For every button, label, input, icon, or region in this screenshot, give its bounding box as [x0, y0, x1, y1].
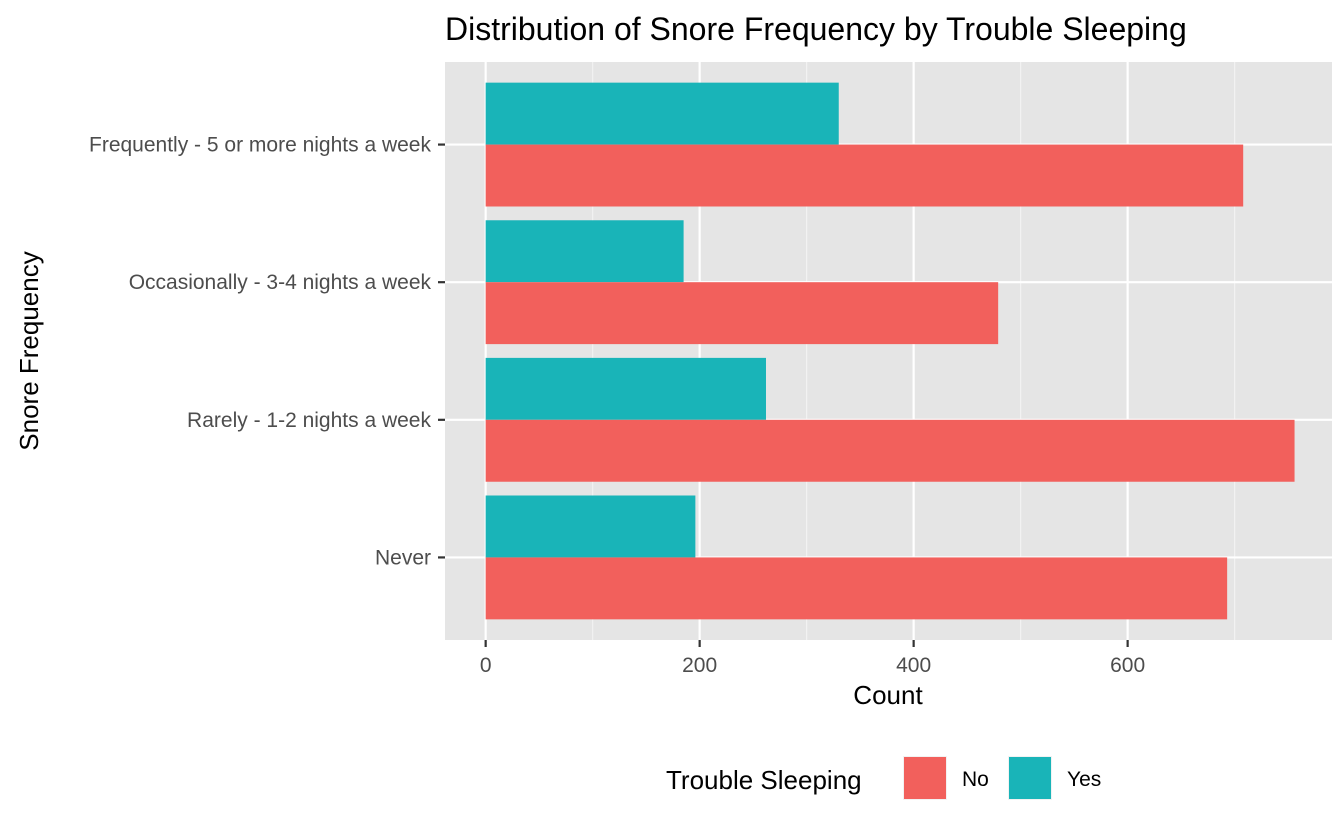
bar-no-2: [485, 419, 1295, 482]
bar-yes-1: [485, 220, 684, 283]
y-axis: Frequently - 5 or more nights a week Occa…: [89, 134, 445, 569]
bar-yes-2: [485, 357, 766, 420]
x-tick-label: 400: [896, 654, 931, 677]
x-axis-title: Count: [853, 680, 923, 710]
legend-swatch-yes: [1009, 757, 1051, 799]
bar-no-3: [485, 557, 1228, 620]
y-tick-label: Frequently - 5 or more nights a week: [89, 134, 431, 157]
x-tick-label: 600: [1110, 654, 1145, 677]
bar-yes-0: [485, 82, 839, 145]
legend-title: Trouble Sleeping: [666, 765, 862, 795]
x-tick-label: 0: [480, 654, 492, 677]
legend: Trouble Sleeping No Yes: [666, 756, 1101, 800]
bar-yes-3: [485, 495, 696, 558]
bar-no-1: [485, 282, 999, 345]
bar-no-0: [485, 144, 1244, 207]
x-axis: 0 200 400 600: [480, 640, 1145, 677]
legend-label-yes: Yes: [1067, 768, 1101, 791]
legend-swatch-no: [904, 757, 946, 799]
y-tick-label: Occasionally - 3-4 nights a week: [129, 271, 432, 294]
y-tick-label: Never: [375, 546, 431, 569]
y-axis-title: Snore Frequency: [14, 251, 44, 450]
chart-title: Distribution of Snore Frequency by Troub…: [445, 11, 1187, 47]
legend-label-no: No: [962, 768, 989, 791]
y-tick-label: Rarely - 1-2 nights a week: [187, 409, 431, 432]
bars: [485, 82, 1295, 620]
x-tick-label: 200: [682, 654, 717, 677]
